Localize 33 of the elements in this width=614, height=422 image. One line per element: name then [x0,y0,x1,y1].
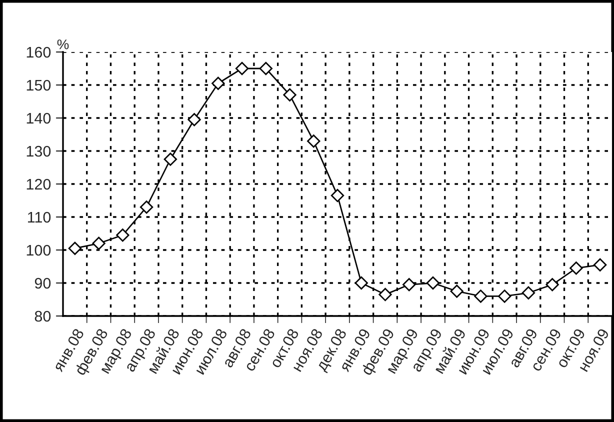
y-tick-label: 110 [28,212,51,223]
point [330,188,344,202]
point [307,134,320,148]
point [474,290,488,303]
point [92,236,106,250]
point [402,278,416,292]
y-tick-label: 130 [26,146,51,157]
point [522,286,536,300]
y-tick-label: 140 [26,112,51,124]
point [164,152,177,166]
point [593,258,607,272]
point [140,200,154,214]
point [570,262,583,275]
point [354,276,368,290]
point [546,278,559,292]
y-axis-title: % [57,39,69,50]
point [259,62,272,76]
point [450,284,464,298]
point [116,228,130,242]
y-tick-label: 100 [26,244,51,256]
y-tick-label: 150 [26,80,51,91]
point [283,88,296,102]
point [498,290,512,303]
y-tick-label: 90 [34,278,51,289]
point [235,62,249,76]
point [426,276,440,290]
point [212,76,225,90]
y-tick-label: 120 [26,178,51,190]
point [188,113,201,126]
point [68,242,82,255]
point [378,288,392,302]
y-tick-label: 160 [26,46,51,58]
y-tick-label: 80 [34,310,51,322]
